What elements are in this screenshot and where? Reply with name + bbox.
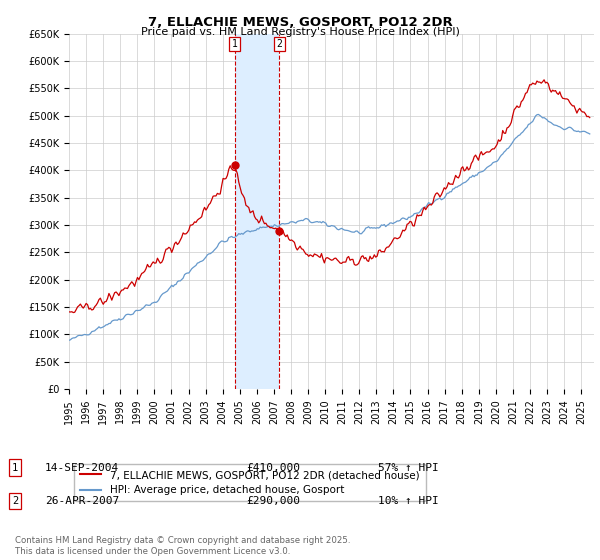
- Text: 1: 1: [232, 39, 238, 49]
- Text: 2: 2: [12, 496, 18, 506]
- Text: 57% ↑ HPI: 57% ↑ HPI: [378, 463, 439, 473]
- Text: £290,000: £290,000: [246, 496, 300, 506]
- Text: Price paid vs. HM Land Registry's House Price Index (HPI): Price paid vs. HM Land Registry's House …: [140, 27, 460, 37]
- Text: 7, ELLACHIE MEWS, GOSPORT, PO12 2DR: 7, ELLACHIE MEWS, GOSPORT, PO12 2DR: [148, 16, 452, 29]
- Text: 2: 2: [277, 39, 282, 49]
- Text: 26-APR-2007: 26-APR-2007: [45, 496, 119, 506]
- Text: 14-SEP-2004: 14-SEP-2004: [45, 463, 119, 473]
- Text: 10% ↑ HPI: 10% ↑ HPI: [378, 496, 439, 506]
- Text: £410,000: £410,000: [246, 463, 300, 473]
- Text: Contains HM Land Registry data © Crown copyright and database right 2025.
This d: Contains HM Land Registry data © Crown c…: [15, 536, 350, 556]
- Text: 1: 1: [12, 463, 18, 473]
- Bar: [235, 34, 280, 389]
- Legend: 7, ELLACHIE MEWS, GOSPORT, PO12 2DR (detached house), HPI: Average price, detach: 7, ELLACHIE MEWS, GOSPORT, PO12 2DR (det…: [74, 464, 425, 501]
